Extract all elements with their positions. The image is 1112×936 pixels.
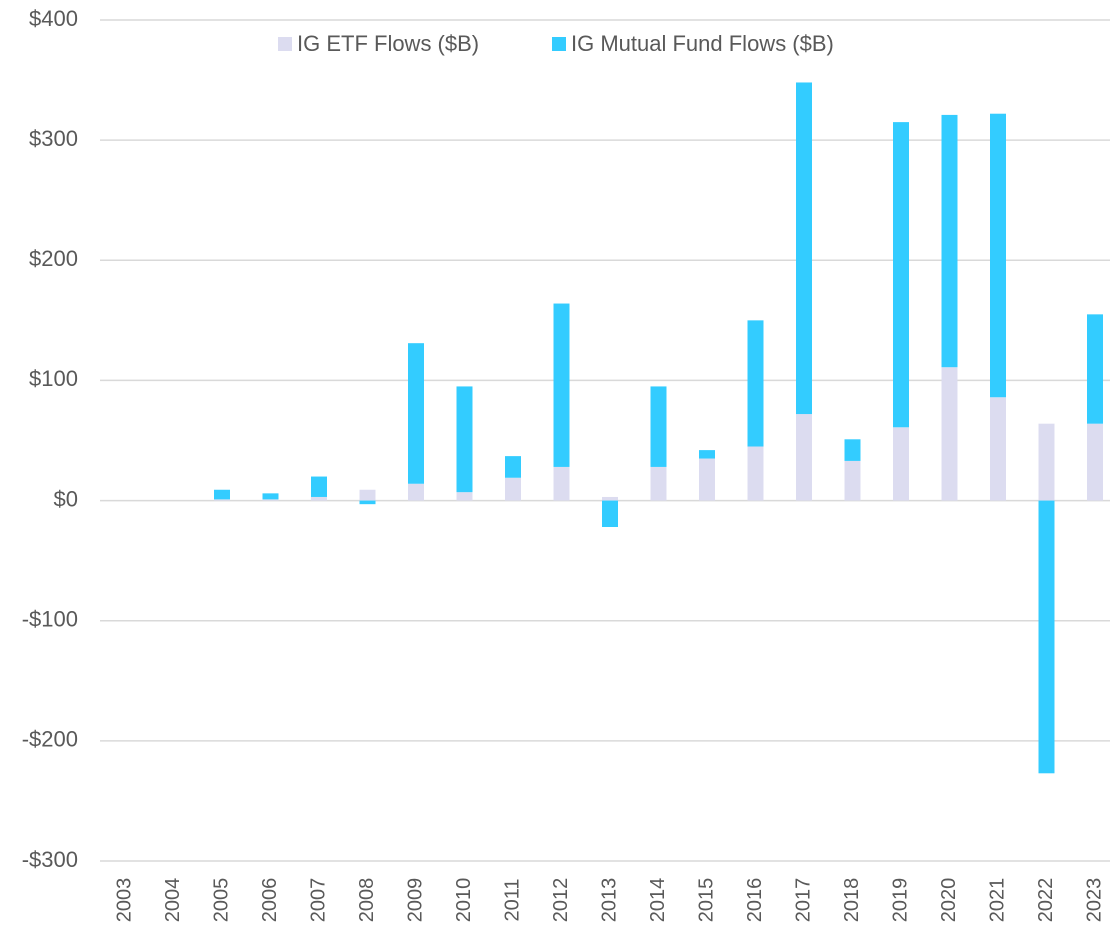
legend-swatch [278, 37, 292, 51]
bar [893, 427, 909, 501]
bar [844, 439, 861, 461]
bar [214, 489, 230, 500]
x-tick-label: 2007 [307, 878, 329, 923]
bar [941, 114, 958, 368]
x-tick-label: 2014 [647, 878, 669, 923]
x-tick-label: 2008 [356, 878, 378, 923]
bar [990, 397, 1006, 501]
bar [262, 493, 279, 500]
bar [262, 499, 279, 501]
bar [311, 476, 327, 497]
bar [747, 320, 764, 447]
y-tick-label: -$300 [22, 847, 78, 872]
bar [941, 367, 958, 501]
bar [844, 460, 861, 501]
bar [553, 466, 570, 501]
bar [553, 303, 570, 467]
y-tick-label: -$200 [22, 727, 78, 752]
bar [359, 489, 376, 501]
bar [408, 343, 424, 484]
bar [1087, 423, 1103, 501]
x-tick-label: 2009 [404, 878, 426, 923]
x-tick-label: 2012 [550, 878, 572, 923]
x-tick-label: 2004 [162, 878, 184, 923]
x-tick-label: 2010 [453, 878, 475, 923]
bar [1038, 500, 1055, 774]
bar [456, 386, 473, 493]
y-tick-label: $0 [54, 486, 78, 511]
x-tick-label: 2011 [501, 878, 523, 921]
bar [214, 499, 230, 501]
bar [747, 446, 764, 501]
bar [505, 477, 521, 501]
bar [650, 466, 667, 501]
y-tick-label: $200 [29, 246, 78, 271]
bar [1087, 314, 1103, 424]
x-tick-label: 2021 [986, 878, 1008, 923]
bar [602, 496, 618, 501]
x-tick-label: 2017 [792, 878, 814, 923]
x-tick-label: 2015 [695, 878, 717, 923]
bar [311, 496, 327, 501]
bar [990, 113, 1006, 398]
x-tick-label: 2023 [1083, 878, 1105, 923]
x-tick-label: 2016 [744, 878, 766, 923]
bar [699, 458, 715, 501]
x-tick-label: 2013 [598, 878, 620, 923]
bar [796, 414, 812, 501]
x-tick-label: 2020 [938, 878, 960, 923]
x-tick-label: 2005 [210, 878, 232, 923]
y-tick-label: $300 [29, 126, 78, 151]
x-tick-label: 2019 [889, 878, 911, 923]
x-tick-label: 2022 [1035, 878, 1057, 923]
bar [359, 500, 376, 505]
x-tick-label: 2006 [259, 878, 281, 923]
bar [893, 122, 909, 428]
bar [602, 500, 618, 528]
x-tick-label: 2003 [113, 878, 135, 923]
legend-label: IG ETF Flows ($B) [297, 31, 479, 56]
y-tick-label: $100 [29, 366, 78, 391]
legend-label: IG Mutual Fund Flows ($B) [571, 31, 834, 56]
y-tick-label: -$100 [22, 607, 78, 632]
x-tick-label: 2018 [841, 878, 863, 923]
bar [796, 82, 812, 415]
bar [1038, 423, 1055, 501]
bar [650, 386, 667, 467]
y-tick-label: $400 [29, 6, 78, 31]
bar [408, 483, 424, 501]
bar [699, 450, 715, 459]
bar [505, 456, 521, 478]
legend-swatch [552, 37, 566, 51]
bar [456, 492, 473, 501]
